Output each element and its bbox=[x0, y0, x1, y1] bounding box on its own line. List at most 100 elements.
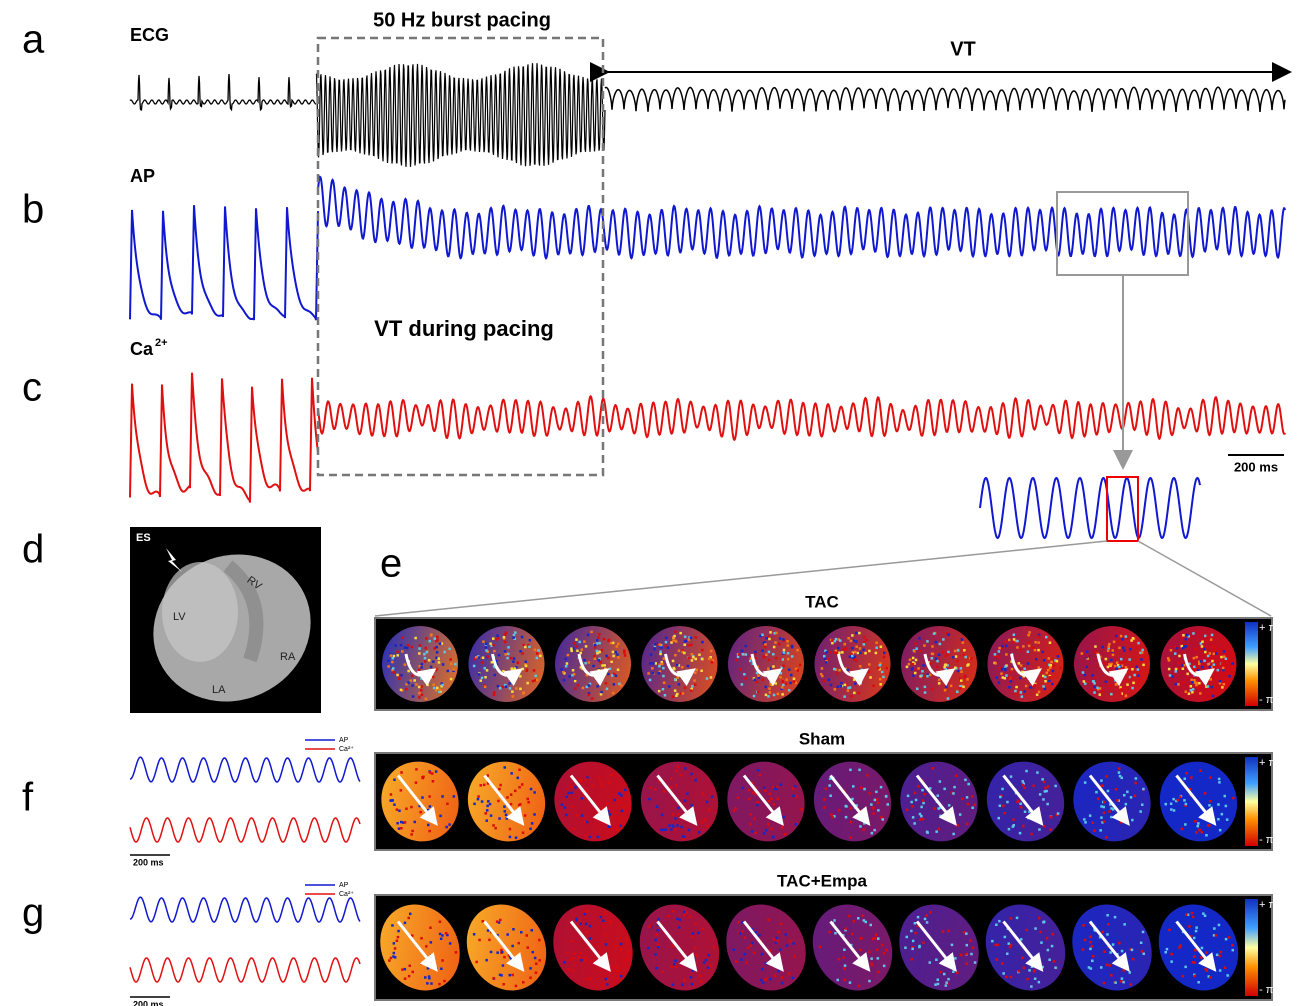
map-pixel bbox=[851, 656, 855, 659]
colorbar-label: + π bbox=[1259, 899, 1276, 911]
map-pixel bbox=[1029, 686, 1032, 689]
map-pixel bbox=[1001, 787, 1004, 791]
map-pixel bbox=[1008, 638, 1011, 642]
map-pixel bbox=[661, 688, 665, 691]
map-pixel bbox=[913, 822, 916, 825]
map-pixel bbox=[1100, 816, 1103, 819]
map-pixel bbox=[960, 670, 963, 673]
map-pixel bbox=[657, 672, 661, 675]
map-pixel bbox=[690, 772, 693, 776]
map-pixel bbox=[1187, 692, 1191, 695]
map-pixel bbox=[604, 955, 607, 958]
heart-label: LV bbox=[173, 611, 186, 623]
map-pixel bbox=[394, 644, 397, 647]
map-pixel bbox=[682, 835, 686, 838]
map-pixel bbox=[492, 824, 495, 827]
map-pixel bbox=[732, 809, 736, 813]
map-pixel bbox=[617, 642, 620, 646]
map-pixel bbox=[1042, 825, 1046, 828]
map-pixel bbox=[1113, 981, 1116, 984]
map-pixel bbox=[827, 678, 831, 681]
map-pixel bbox=[1140, 651, 1144, 654]
map-pixel bbox=[905, 935, 908, 939]
map-pixel bbox=[1195, 926, 1198, 929]
map-pixel bbox=[754, 652, 757, 656]
map-pixel bbox=[573, 952, 576, 956]
map-pixel bbox=[1017, 662, 1021, 665]
map-pixel bbox=[749, 657, 753, 660]
map-pixel bbox=[929, 911, 932, 914]
map-pixel bbox=[1007, 942, 1010, 945]
map-pixel bbox=[1110, 974, 1113, 977]
map-pixel bbox=[782, 648, 786, 652]
map-pixel bbox=[489, 814, 493, 817]
map-pixel bbox=[1052, 960, 1056, 963]
map-pixel bbox=[1049, 828, 1053, 831]
map-pixel bbox=[959, 687, 962, 690]
wave-arrow bbox=[491, 653, 523, 687]
map-pixel bbox=[690, 653, 694, 656]
map-pixel bbox=[754, 657, 758, 660]
map-pixel bbox=[1091, 955, 1095, 958]
map-pixel bbox=[851, 932, 854, 936]
map-pixel bbox=[835, 651, 839, 655]
map-pixel bbox=[1131, 637, 1135, 640]
map-pixel bbox=[831, 641, 834, 645]
map-pixel bbox=[431, 780, 435, 783]
map-pixel bbox=[1122, 969, 1125, 972]
map-pixel bbox=[950, 791, 954, 794]
map-pixel bbox=[772, 803, 776, 806]
map-pixel bbox=[1048, 641, 1052, 644]
map-pixel bbox=[488, 802, 492, 806]
map-pixel bbox=[929, 662, 932, 665]
map-pixel bbox=[654, 953, 657, 956]
map-pixel bbox=[931, 767, 934, 770]
map-pixel bbox=[956, 659, 959, 663]
map-pixel bbox=[737, 653, 740, 656]
map-pixel bbox=[441, 663, 445, 666]
map-pixel bbox=[400, 674, 403, 677]
map-pixel bbox=[741, 930, 744, 933]
map-pixel bbox=[1210, 633, 1214, 637]
map-pixel bbox=[1042, 921, 1045, 924]
map-pixel bbox=[533, 791, 536, 794]
map-pixel bbox=[399, 643, 403, 647]
map-pixel bbox=[1124, 694, 1128, 698]
map-pixel bbox=[1004, 668, 1007, 672]
map-pixel bbox=[600, 690, 603, 694]
map-pixel bbox=[514, 836, 518, 839]
map-pixel bbox=[1028, 969, 1031, 972]
map-pixel bbox=[881, 818, 884, 821]
map-pixel bbox=[1051, 658, 1054, 662]
map-pixel bbox=[1184, 823, 1187, 826]
map-pixel bbox=[857, 681, 860, 685]
map-pixel bbox=[1119, 692, 1122, 696]
map-pixel bbox=[786, 652, 790, 655]
map-pixel bbox=[1199, 660, 1203, 663]
map-pixel bbox=[792, 677, 796, 680]
map-pixel bbox=[1202, 912, 1205, 915]
map-pixel bbox=[1012, 818, 1015, 821]
map-pixel bbox=[522, 643, 525, 647]
map-pixel bbox=[911, 939, 915, 943]
map-pixel bbox=[518, 786, 521, 789]
map-pixel bbox=[1206, 685, 1210, 688]
map-pixel bbox=[774, 941, 778, 944]
map-pixel bbox=[961, 684, 964, 688]
map-pixel bbox=[773, 818, 776, 822]
map-pixel bbox=[1016, 646, 1019, 649]
map-pixel bbox=[430, 982, 433, 985]
map-pixel bbox=[873, 828, 876, 832]
map-pixel bbox=[711, 659, 715, 662]
map-pixel bbox=[1110, 662, 1113, 666]
map-pixel bbox=[691, 932, 695, 935]
map-pixel bbox=[677, 806, 680, 810]
map-pixel bbox=[495, 920, 499, 923]
map-pixel bbox=[503, 766, 506, 769]
map-pixel bbox=[658, 663, 661, 667]
map-pixel bbox=[854, 682, 857, 685]
map-pixel bbox=[1179, 795, 1182, 799]
map-pixel bbox=[936, 665, 939, 669]
map-pixel bbox=[1110, 807, 1113, 810]
map-pixel bbox=[1044, 680, 1047, 683]
